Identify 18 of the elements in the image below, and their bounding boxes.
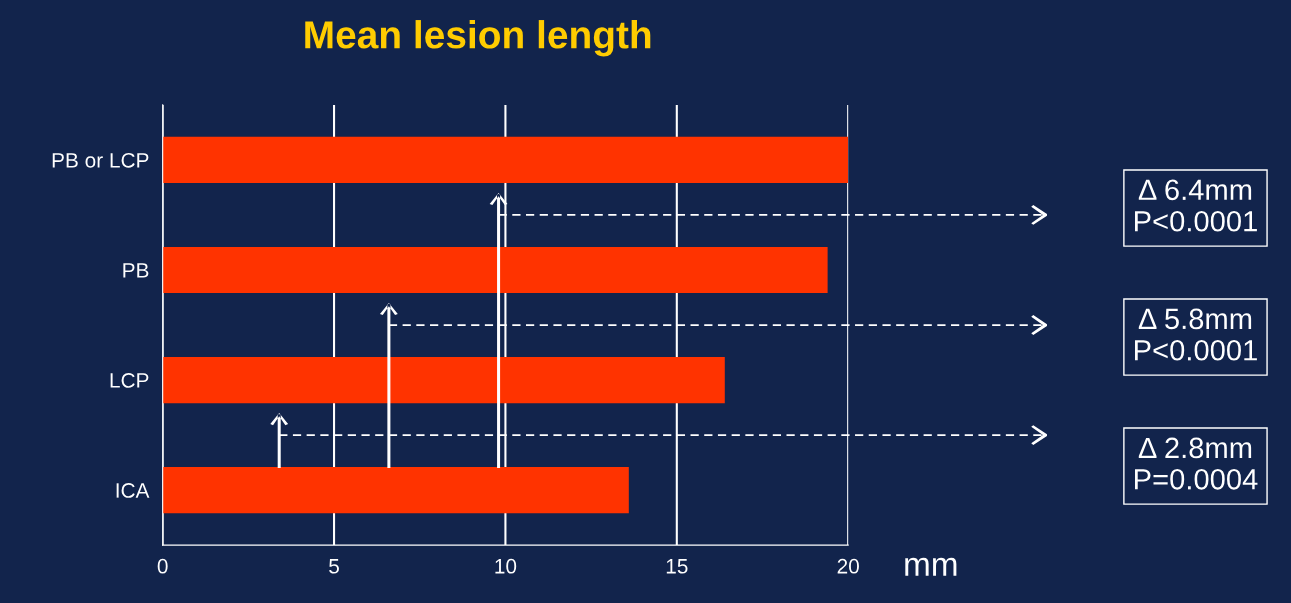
bar (162, 466, 629, 514)
x-tick-label: 0 (157, 558, 168, 574)
bar (162, 136, 849, 184)
text: Δ 2.8mm P=0.0004 (1135, 437, 1258, 490)
text: Δ 6.4mm P<0.0001 (1135, 179, 1257, 232)
x-tick-label: 15 (666, 559, 688, 574)
y-tick-label: PB (123, 263, 149, 278)
x-tick-label: 5 (329, 559, 339, 574)
bar (162, 356, 725, 404)
text: Δ 5.8mm P<0.0001 (1135, 308, 1257, 361)
x-tick-label: 10 (495, 558, 517, 574)
y-tick-label: ICA (116, 483, 150, 498)
y-tick-label: PB or LCP (52, 152, 149, 168)
chart-title: Mean lesion length (305, 20, 651, 57)
y-tick-label: LCP (110, 373, 149, 388)
bar (162, 246, 828, 294)
x-axis-title: mm (905, 557, 957, 576)
x-tick-label: 20 (837, 558, 859, 574)
